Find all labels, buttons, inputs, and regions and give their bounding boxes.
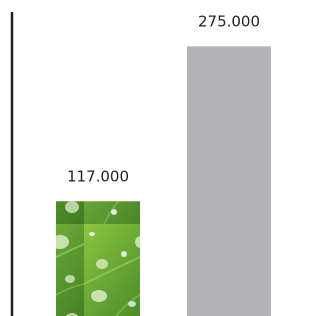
value-label: 117.000 bbox=[67, 167, 129, 185]
chart: 117.000 275.000 bbox=[0, 0, 322, 316]
bar bbox=[187, 46, 271, 316]
bar bbox=[56, 201, 140, 316]
value-label: 275.000 bbox=[198, 12, 260, 30]
